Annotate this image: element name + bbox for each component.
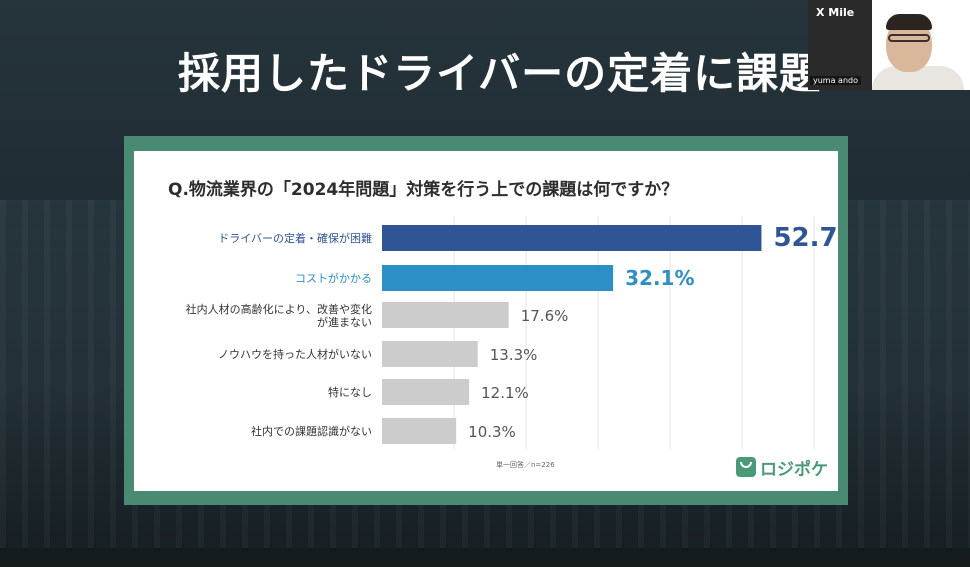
bar-chart: ドライバーの定着・確保が困難 52.7% コストがかかる 32.1% 社内人材の高齢化に… bbox=[186, 217, 838, 449]
category-label: 社内での課題認識がない bbox=[251, 424, 372, 438]
category-label: 特になし bbox=[328, 385, 372, 399]
logipoke-logo: ロジポケ bbox=[736, 456, 828, 480]
video-tile-backdrop bbox=[808, 0, 872, 90]
chart-card-inner: Q.物流業界の「2024年問題」対策を行う上での課題は何ですか？ ドライバーの定… bbox=[134, 151, 838, 491]
chart-title: Q.物流業界の「2024年問題」対策を行う上での課題は何ですか？ bbox=[168, 180, 679, 200]
category-label: ノウハウを持った人材がいない bbox=[218, 347, 372, 361]
slide-title: 採用したドライバーの定着に課題 bbox=[178, 49, 823, 98]
bar bbox=[382, 341, 478, 367]
bar bbox=[382, 379, 470, 405]
value-label: 12.1% bbox=[481, 384, 529, 402]
value-label: 52.7% bbox=[773, 223, 838, 253]
bar bbox=[382, 265, 614, 291]
category-label: 社内人材の高齢化により、改善や変化が進まない bbox=[186, 302, 372, 329]
value-label: 32.1% bbox=[625, 266, 694, 290]
bar bbox=[382, 418, 457, 444]
value-label: 17.6% bbox=[521, 307, 569, 325]
value-label: 13.3% bbox=[490, 346, 538, 364]
video-brand-label: X Mile bbox=[816, 6, 855, 19]
logo-text: ロジポケ bbox=[760, 459, 828, 480]
value-label: 10.3% bbox=[468, 423, 516, 441]
participant-video-tile[interactable]: X Mile yuma ando bbox=[808, 0, 970, 90]
participant-glasses bbox=[888, 34, 930, 42]
participant-name: yuma ando bbox=[810, 76, 861, 85]
logipoke-logo-icon bbox=[736, 457, 756, 477]
bottom-bar bbox=[0, 548, 970, 567]
chart-card: Q.物流業界の「2024年問題」対策を行う上での課題は何ですか？ ドライバーの定… bbox=[124, 136, 848, 505]
participant-hair bbox=[886, 14, 932, 30]
bar bbox=[382, 225, 762, 251]
category-label: コストがかかる bbox=[295, 271, 372, 285]
category-label: ドライバーの定着・確保が困難 bbox=[218, 231, 372, 245]
chart-footnote: 単一回答／n=226 bbox=[496, 461, 555, 469]
bar bbox=[382, 302, 509, 328]
